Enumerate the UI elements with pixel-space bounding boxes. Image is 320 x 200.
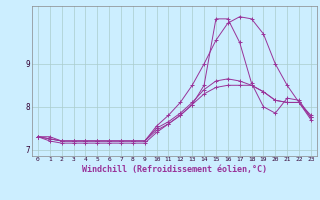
X-axis label: Windchill (Refroidissement éolien,°C): Windchill (Refroidissement éolien,°C)	[82, 165, 267, 174]
